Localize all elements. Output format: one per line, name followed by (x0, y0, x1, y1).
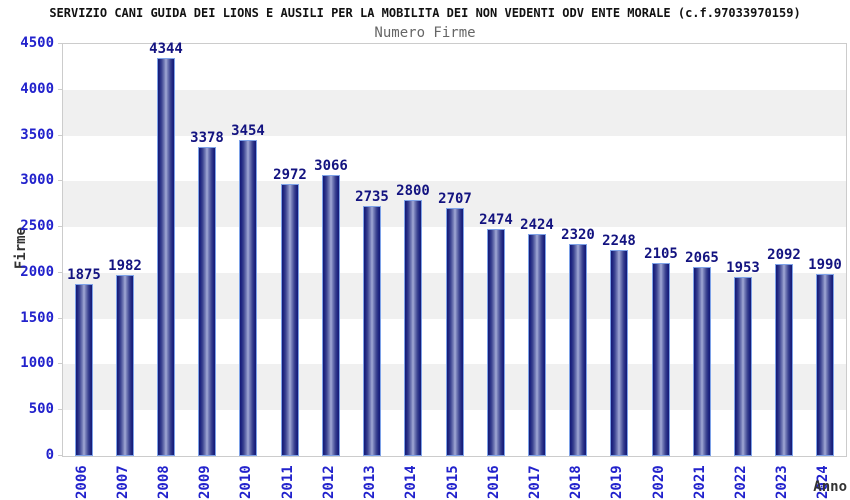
bar-2020 (652, 263, 670, 456)
bar-value-label: 2735 (355, 189, 389, 205)
y-tick-mark (58, 455, 62, 456)
x-tick-label: 2018 (568, 465, 584, 499)
y-tick-label: 1000 (20, 355, 54, 372)
y-tick-mark (58, 226, 62, 228)
bar-value-label: 3066 (314, 158, 348, 174)
bar-2012 (322, 175, 340, 456)
bar-2007 (116, 275, 134, 456)
y-tick-mark (58, 43, 62, 44)
bar-value-label: 2105 (644, 246, 678, 262)
x-tick-label: 2017 (527, 465, 543, 499)
bar-2006 (75, 284, 93, 456)
bar-value-label: 2320 (561, 227, 595, 243)
bar-2013 (363, 206, 381, 456)
x-tick-label: 2015 (445, 465, 461, 499)
y-tick-label: 0 (45, 447, 54, 463)
bar-2010 (239, 140, 257, 456)
chart-subtitle: Numero Firme (374, 25, 476, 41)
y-tick-mark (58, 88, 62, 90)
bar-2022 (734, 277, 752, 456)
x-tick-label: 2014 (403, 465, 419, 499)
x-tick-label: 2022 (733, 465, 749, 499)
x-tick-label: 2013 (362, 465, 378, 499)
y-tick-mark (58, 134, 62, 136)
bar-2018 (569, 244, 587, 456)
grid-band (63, 136, 846, 182)
x-tick-label: 2011 (280, 465, 296, 499)
chart-title: SERVIZIO CANI GUIDA DEI LIONS E AUSILI P… (49, 6, 801, 20)
y-tick-mark (58, 180, 62, 182)
y-tick-mark (58, 317, 62, 319)
bar-2016 (487, 229, 505, 456)
x-tick-label: 2012 (321, 465, 337, 499)
bar-value-label: 2474 (479, 212, 513, 228)
x-tick-label: 2008 (156, 465, 172, 499)
x-tick-label: 2019 (609, 465, 625, 499)
y-tick-label: 2500 (20, 218, 54, 235)
bar-value-label: 1875 (67, 267, 101, 283)
x-axis-title: Anno (813, 479, 847, 495)
bar-value-label: 2707 (438, 191, 472, 207)
bar-2014 (404, 200, 422, 456)
x-tick-label: 2016 (486, 465, 502, 499)
y-tick-label: 4000 (20, 80, 54, 97)
x-tick-label: 2006 (74, 465, 90, 499)
y-tick-label: 3500 (20, 126, 54, 143)
bar-2009 (198, 147, 216, 456)
y-tick-mark (58, 409, 62, 411)
x-tick-label: 2023 (774, 465, 790, 499)
bar-2011 (281, 184, 299, 456)
x-tick-label: 2021 (692, 465, 708, 499)
bar-value-label: 2248 (602, 233, 636, 249)
y-tick-mark (58, 363, 62, 365)
bar-value-label: 2092 (767, 247, 801, 263)
bar-2015 (446, 208, 464, 456)
x-tick-label: 2007 (115, 465, 131, 499)
bar-value-label: 2800 (396, 183, 430, 199)
y-tick-label: 3000 (20, 172, 54, 189)
x-tick-label: 2009 (197, 465, 213, 499)
y-tick-mark (58, 271, 62, 273)
x-tick-label: 2020 (651, 465, 667, 499)
bar-value-label: 1990 (808, 257, 842, 273)
bar-value-label: 1982 (108, 258, 142, 274)
grid-band (63, 89, 846, 136)
bar-2024 (816, 274, 834, 456)
bar-value-label: 4344 (149, 41, 183, 57)
bar-value-label: 2424 (520, 217, 554, 233)
y-tick-label: 1500 (20, 309, 54, 326)
bar-2021 (693, 267, 711, 456)
y-tick-label: 4500 (20, 35, 54, 51)
bar-value-label: 2065 (685, 250, 719, 266)
bar-value-label: 3454 (231, 123, 265, 139)
bar-2017 (528, 234, 546, 456)
y-tick-label: 500 (28, 401, 54, 418)
x-tick-label: 2010 (238, 465, 254, 499)
bar-2023 (775, 264, 793, 456)
bar-value-label: 1953 (726, 260, 760, 276)
bar-2019 (610, 250, 628, 456)
bar-2008 (157, 58, 175, 456)
y-tick-label: 2000 (20, 263, 54, 280)
bar-value-label: 3378 (190, 130, 224, 146)
bar-value-label: 2972 (273, 167, 307, 183)
plot-area: 1875 1982 4344 3378 3454 2972 3066 2735 2800 2707… (62, 41, 847, 457)
